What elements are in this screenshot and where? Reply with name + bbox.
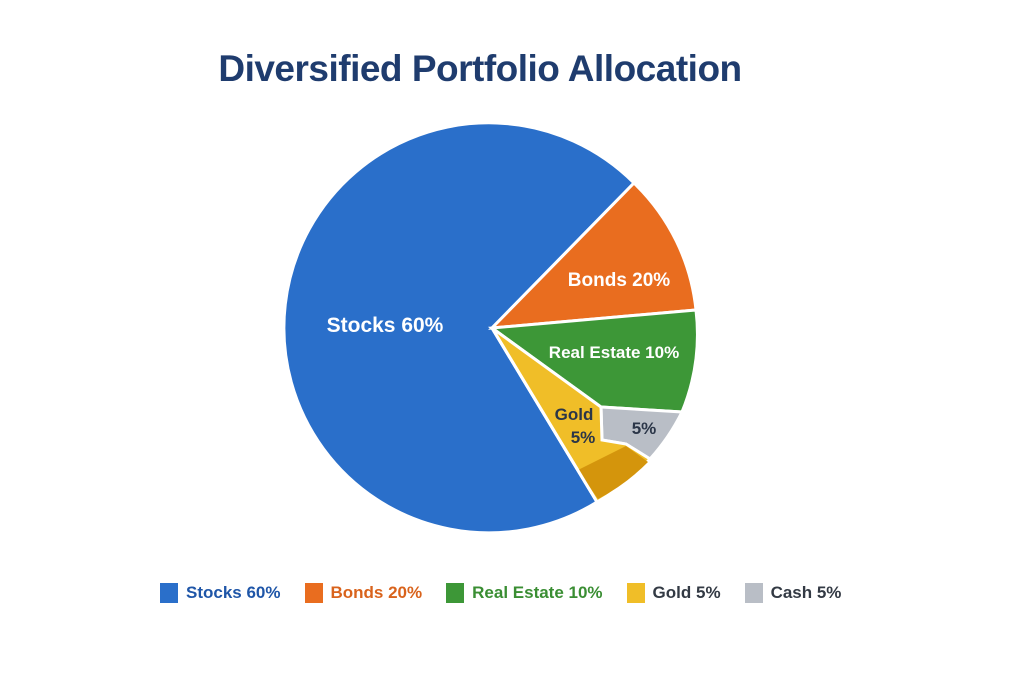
legend-swatch-cash <box>744 583 763 603</box>
slice-label-real-estate: Real Estate 10% <box>549 343 679 362</box>
legend-label-bonds: Bonds 20% <box>330 583 423 602</box>
legend-label-cash: Cash 5% <box>770 583 842 602</box>
legend-label-real-estate: Real Estate 10% <box>472 583 603 602</box>
slice-stocks[interactable] <box>282 121 637 535</box>
slice-label-stocks: Stocks 60% <box>327 314 444 337</box>
slice-label-gold-name: Gold <box>555 405 594 424</box>
legend-item-gold[interactable]: Gold 5% <box>626 583 721 603</box>
slice-label-gold-value: 5% <box>571 428 596 447</box>
legend-item-bonds[interactable]: Bonds 20% <box>304 583 423 603</box>
legend-swatch-real-estate <box>446 583 465 603</box>
legend-swatch-bonds <box>304 583 323 603</box>
slice-label-bonds: Bonds 20% <box>568 270 671 291</box>
legend-swatch-gold <box>626 583 645 603</box>
legend-item-stocks[interactable]: Stocks 60% <box>160 583 281 603</box>
legend-item-real-estate[interactable]: Real Estate 10% <box>446 583 603 603</box>
legend-label-stocks: Stocks 60% <box>186 583 281 602</box>
legend-swatch-stocks <box>160 583 178 603</box>
chart-legend: Stocks 60% Bonds 20% Real Estate 10% Gol… <box>160 583 865 603</box>
legend-item-cash[interactable]: Cash 5% <box>744 583 842 603</box>
slice-bonds[interactable] <box>488 180 698 330</box>
slice-label-cash: 5% <box>632 419 657 438</box>
slice-gold-shade <box>578 446 648 499</box>
legend-label-gold: Gold 5% <box>652 583 721 602</box>
chart-title: Diversified Portfolio Allocation <box>218 48 742 89</box>
